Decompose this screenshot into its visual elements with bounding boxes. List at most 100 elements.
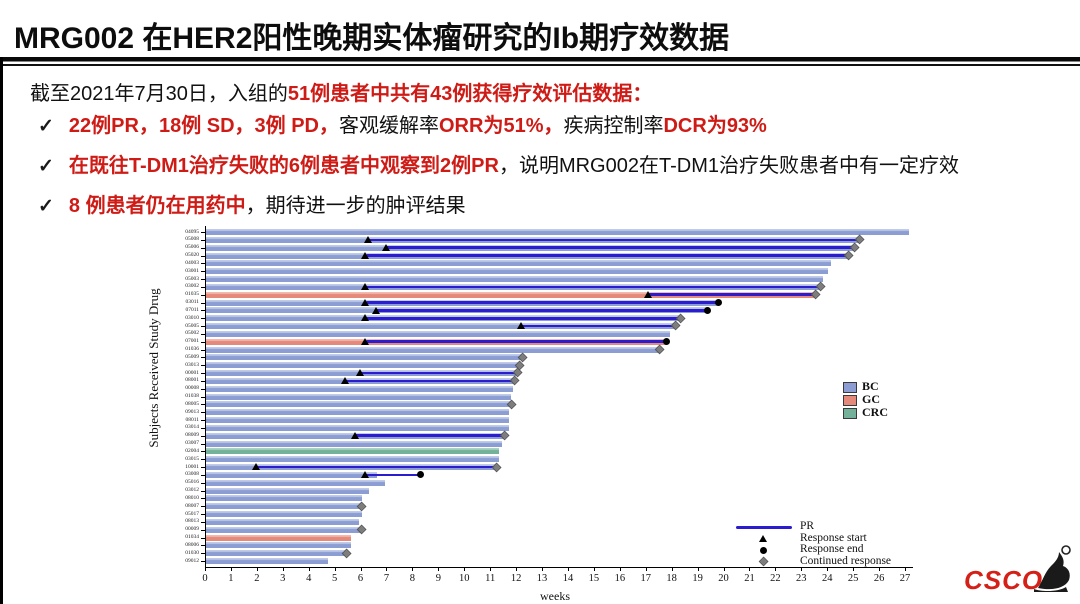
swimmer-bar — [206, 550, 346, 557]
subject-id-label: 03011 — [185, 299, 199, 306]
subject-id-label: 07001 — [185, 338, 199, 345]
y-axis-tick — [201, 506, 205, 508]
y-axis-tick — [201, 553, 205, 555]
subject-id-label: 04003 — [185, 259, 199, 266]
response-end-marker — [714, 299, 722, 307]
subject-id-label: 08011 — [185, 416, 199, 423]
bullet-text-segment: 8 例患者仍在用药中 — [68, 195, 246, 217]
response-end-marker — [416, 471, 424, 479]
x-axis-tick-label: 10 — [459, 573, 470, 584]
swimmer-bar — [206, 401, 512, 408]
x-axis-tick — [490, 567, 492, 571]
subject-id-label: 03013 — [185, 361, 199, 368]
continued-response-marker — [506, 399, 518, 410]
pr-duration-line — [365, 340, 667, 343]
y-axis-tick — [201, 420, 205, 422]
subject-id-label: 08007 — [185, 502, 199, 509]
pr-duration-line — [365, 254, 848, 257]
swimmer-bar — [206, 229, 909, 235]
swimmer-bar — [206, 518, 359, 525]
x-axis-tick — [464, 567, 466, 571]
y-axis-tick — [201, 396, 205, 398]
subject-id-label: 01035 — [185, 291, 199, 298]
x-axis-tick — [360, 567, 362, 571]
x-axis-tick-label: 9 — [435, 573, 441, 584]
x-axis-tick — [516, 567, 518, 571]
diamond-icon — [758, 556, 769, 567]
x-axis-tick-label: 2 — [254, 573, 260, 584]
subject-id-label: 01038 — [185, 393, 199, 400]
subject-id-label: 03007 — [185, 440, 199, 447]
response-end-marker — [704, 306, 712, 314]
subject-id-label: 01030 — [185, 549, 199, 556]
y-axis-tick — [201, 404, 205, 406]
y-axis-tick — [201, 318, 205, 320]
y-axis-tick — [201, 294, 205, 296]
x-axis-tick-label: 23 — [796, 573, 807, 584]
x-axis-title: weeks — [540, 589, 570, 603]
subject-id-label: 08006 — [185, 541, 199, 548]
y-axis-tick — [201, 545, 205, 547]
x-axis-tick-label: 12 — [510, 573, 522, 584]
y-axis-tick — [201, 333, 205, 335]
swimmer-bar — [206, 276, 824, 283]
bullet-text-segment: 22例PR，18例 SD，3例 PD， — [68, 115, 339, 137]
x-axis-tick — [282, 567, 284, 571]
y-axis-tick — [201, 451, 205, 453]
bullet-item: ✓ 22例PR，18例 SD，3例 PD，客观缓解率ORR为51%，疾病控制率DC… — [38, 113, 959, 139]
marker-legend-label: Continued response — [800, 554, 892, 567]
pr-duration-line — [256, 465, 496, 469]
x-axis-tick-label: 0 — [202, 573, 208, 584]
y-axis-tick — [201, 459, 205, 461]
y-axis-tick — [201, 427, 205, 429]
subject-id-label: 03002 — [185, 283, 199, 290]
swimmer-bar — [206, 346, 660, 353]
legend-swatch-crc — [843, 407, 857, 419]
response-start-marker — [252, 463, 261, 471]
csco-logo-text: CSCO — [964, 565, 1044, 595]
y-axis-tick — [201, 373, 205, 375]
swimmer-bar — [206, 362, 520, 369]
subject-id-label: 03008 — [185, 471, 199, 478]
y-axis-tick — [201, 279, 205, 281]
y-axis-tick — [201, 302, 205, 304]
swimmer-bar — [206, 354, 523, 361]
pr-duration-line — [365, 285, 820, 289]
response-marker-legend: PR Response start Response end Continued re… — [736, 520, 966, 567]
y-axis-tick — [201, 498, 205, 500]
bullet-item: ✓ 在既往T-DM1治疗失败的6例患者中观察到2例PR，说明MRG002在T-DM… — [38, 153, 959, 179]
intro-highlight: 51例患者中共有43例获得疗效评估数据： — [287, 83, 653, 105]
x-axis-tick — [593, 567, 595, 571]
subject-id-label: 05017 — [185, 510, 199, 517]
check-icon: ✓ — [38, 196, 54, 217]
subject-id-label: 00001 — [185, 369, 199, 376]
triangle-icon — [759, 535, 767, 543]
swimmer-bar — [206, 534, 352, 541]
subject-id-label: 00008 — [185, 385, 199, 392]
y-axis-tick — [201, 341, 205, 343]
x-axis-tick — [256, 567, 258, 571]
pr-duration-line — [365, 316, 680, 320]
x-axis-tick-label: 22 — [770, 573, 781, 584]
bullet-text-segment: ORR为51%， — [439, 115, 564, 137]
response_end-symbol — [736, 544, 792, 556]
swimmer-bar — [206, 417, 510, 424]
subject-id-label: 03015 — [185, 455, 199, 462]
x-axis-tick-label: 15 — [588, 573, 600, 584]
pr-line-icon — [736, 526, 792, 529]
y-axis-tick — [201, 232, 205, 233]
subject-id-label: 05009 — [185, 353, 199, 360]
x-axis-tick — [697, 567, 699, 571]
bullet-text-segment: DCR为93% — [663, 115, 767, 137]
subject-id-label: 08001 — [185, 377, 199, 384]
pr-duration-line — [376, 309, 708, 312]
x-axis-tick — [567, 567, 569, 571]
page-title: MRG002 在HER2阳性晚期实体瘤研究的Ib期疗效数据 — [14, 22, 730, 55]
subject-id-label: 02004 — [185, 447, 199, 454]
response-start-marker — [516, 322, 525, 330]
y-axis-tick — [201, 326, 205, 328]
response-start-marker — [361, 314, 370, 322]
x-axis-tick-label: 14 — [562, 573, 574, 584]
swimmer-bar — [206, 393, 511, 400]
